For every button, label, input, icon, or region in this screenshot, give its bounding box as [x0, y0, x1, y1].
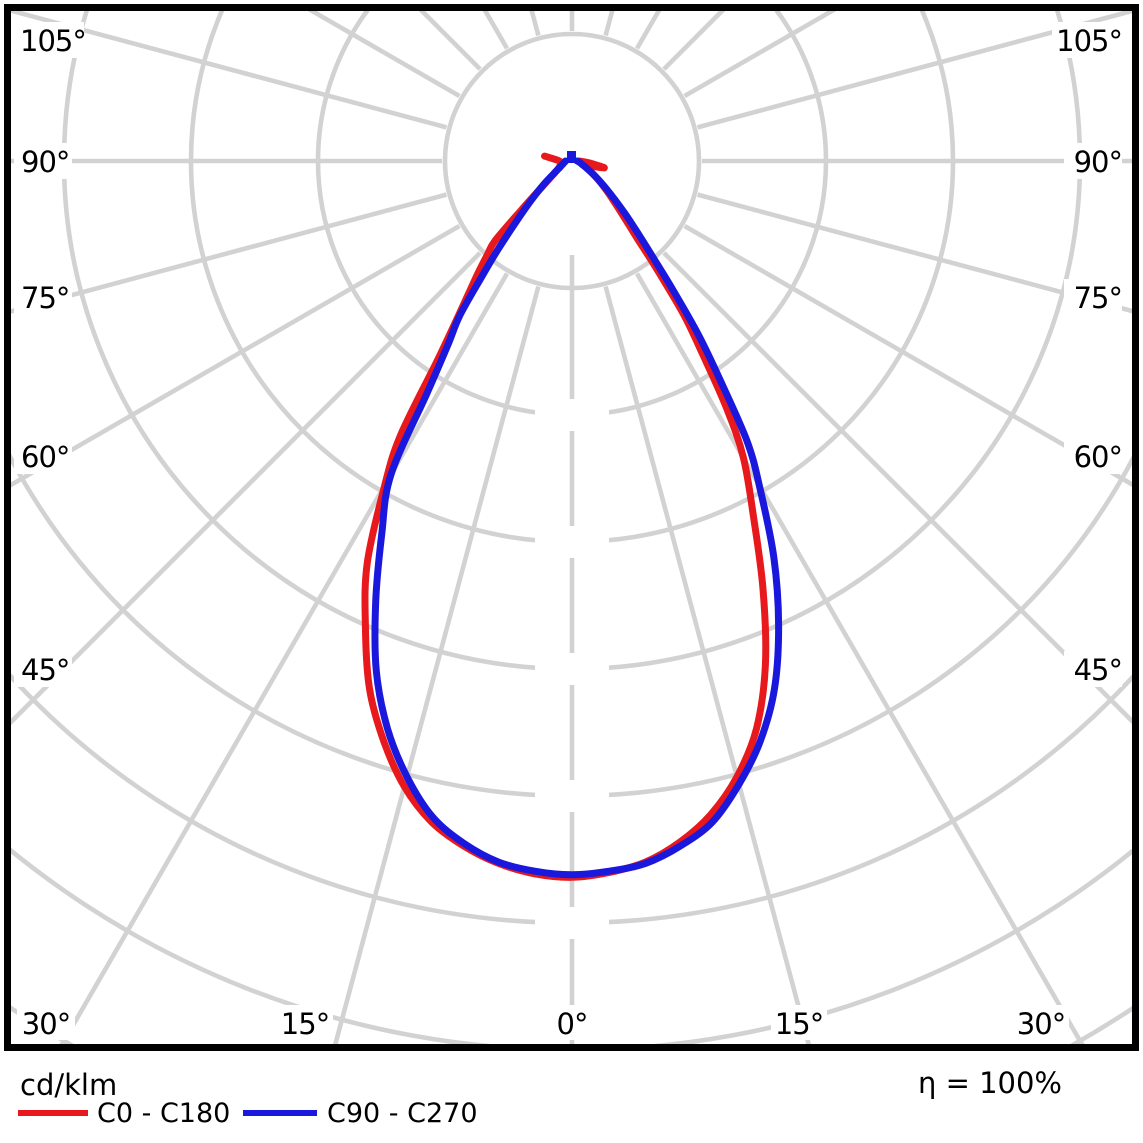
angle-label-bottom-30-left: 30°	[17, 1005, 75, 1041]
label-backdrop	[1052, 22, 1124, 58]
angle-label-left-105: 105°	[12, 22, 87, 58]
label-backdrop	[1064, 279, 1122, 315]
grid-spoke	[11, 192, 448, 314]
angle-label-right-60: 60°	[1064, 438, 1123, 474]
efficiency-label: η = 100%	[918, 1066, 1062, 1100]
grid-spoke	[11, 251, 482, 726]
label-backdrop	[1064, 143, 1122, 179]
intensity-curves	[361, 151, 783, 881]
label-backdrop	[1064, 438, 1122, 474]
angle-label-text: 15°	[281, 1007, 329, 1041]
angle-label-bottom-0: 0°	[548, 1005, 596, 1041]
angle-label-text: 45°	[1074, 653, 1122, 687]
label-backdrop	[12, 22, 84, 58]
angle-label-right-75: 75°	[1064, 279, 1123, 315]
legend: C0 - C180 C90 - C270	[18, 1098, 478, 1129]
legend-label-c0-c180: C0 - C180	[97, 1098, 230, 1129]
grid-spoke	[696, 11, 1132, 130]
grid-spoke	[11, 11, 448, 130]
label-backdrop	[14, 651, 72, 687]
angle-label-left-90: 90°	[14, 143, 72, 179]
angle-label-text: 75°	[21, 281, 69, 315]
angle-label-left-60: 60°	[14, 438, 72, 474]
angle-label-text: 45°	[21, 653, 69, 687]
label-backdrop	[1064, 651, 1122, 687]
angle-label-left-45: 45°	[14, 651, 72, 687]
label-backdrop	[14, 143, 72, 179]
label-backdrop	[771, 1005, 827, 1040]
grid-spoke	[11, 224, 461, 488]
angle-label-right-105: 105°	[1052, 22, 1124, 58]
label-backdrop	[14, 438, 72, 474]
label-backdrop	[277, 1005, 333, 1040]
angle-label-text: 30°	[22, 1007, 70, 1041]
ring-value-gap	[535, 653, 609, 685]
label-backdrop	[17, 1005, 75, 1040]
angle-label-text: 90°	[21, 145, 69, 179]
grid-spoke	[696, 192, 1132, 314]
angle-label-right-90: 90°	[1064, 143, 1123, 179]
label-backdrop	[14, 279, 72, 315]
curve-c90-c270	[371, 157, 783, 879]
grid-spoke	[333, 285, 541, 1044]
angle-label-text: 0°	[557, 1007, 588, 1041]
angle-label-text: 30°	[1017, 1007, 1065, 1041]
angle-label-text: 15°	[775, 1007, 823, 1041]
plot-border	[4, 4, 1139, 1051]
unit-label: cd/klm	[20, 1068, 117, 1102]
angle-label-text: 105°	[20, 24, 86, 58]
ring-value-gap	[535, 780, 609, 812]
angle-label-text: 105°	[1056, 24, 1122, 58]
angle-label-bottom-30-right: 30°	[1013, 1005, 1069, 1041]
angle-labels: 105° 90° 75° 60° 45° 30° 15° 0°	[12, 22, 1124, 1041]
angle-label-text: 90°	[1074, 145, 1122, 179]
ring-value-gaps	[535, 399, 609, 939]
ring-value-gap	[535, 399, 609, 431]
legend-label-c90-c270: C90 - C270	[327, 1098, 478, 1129]
angle-label-bottom-15-right: 15°	[771, 1005, 827, 1041]
angle-label-text: 60°	[1074, 440, 1122, 474]
label-backdrop	[1013, 1005, 1069, 1040]
ring-value-gap	[535, 526, 609, 558]
ring-value-gap	[535, 907, 609, 939]
label-backdrop	[548, 1005, 596, 1040]
angle-label-text: 60°	[21, 440, 69, 474]
angle-label-right-45: 45°	[1064, 651, 1123, 687]
angle-label-text: 75°	[1074, 281, 1122, 315]
grid-spoke	[662, 251, 1132, 725]
grid-spoke	[603, 285, 811, 1044]
grid-spoke	[683, 224, 1132, 487]
angle-label-bottom-15-left: 15°	[277, 1005, 333, 1041]
angle-label-left-75: 75°	[14, 279, 72, 315]
